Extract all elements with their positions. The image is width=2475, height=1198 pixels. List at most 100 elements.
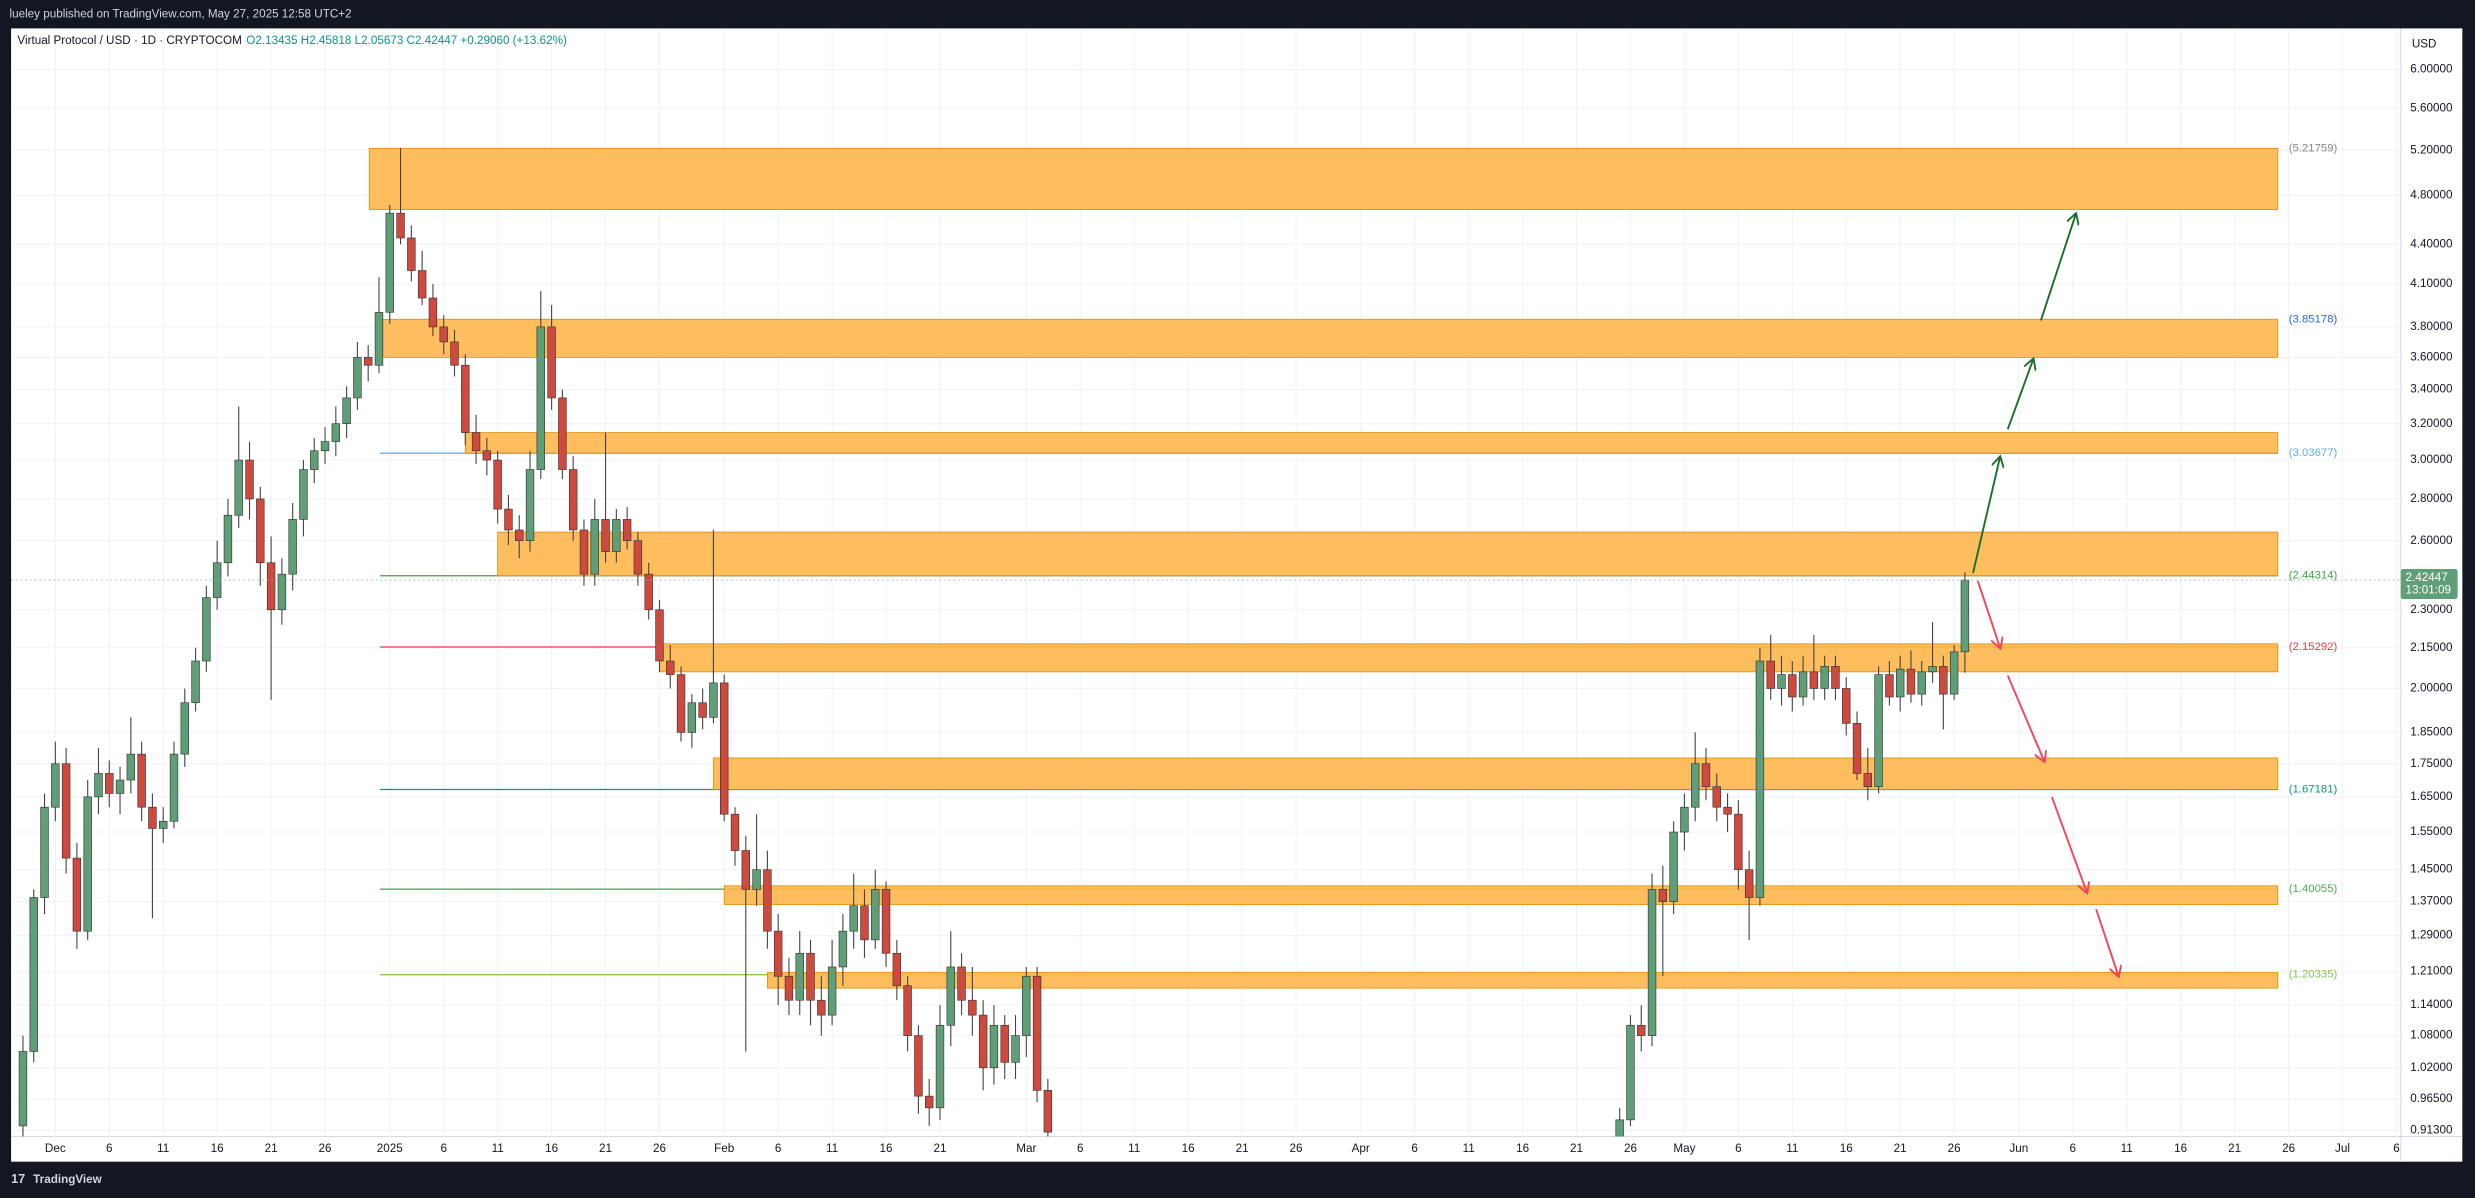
y-tick-label: 3.40000 <box>2410 383 2453 396</box>
candle-body <box>159 820 168 829</box>
candle-body <box>622 519 632 541</box>
candle-body <box>925 1095 934 1109</box>
candle-body <box>148 806 157 829</box>
candle-body <box>1712 786 1721 808</box>
candle-body <box>72 857 82 932</box>
candle-body <box>1022 975 1031 1036</box>
level-label: (1.40055) <box>2289 883 2338 895</box>
zone <box>723 885 2279 905</box>
y-tick-label: 5.60000 <box>2410 102 2453 115</box>
x-tick-label: 11 <box>157 1142 169 1155</box>
x-tick-label: May <box>1673 1142 1695 1155</box>
candle-body <box>989 1024 999 1069</box>
candle-body <box>504 508 513 531</box>
candle-body <box>234 459 243 516</box>
candle-body <box>288 519 297 575</box>
arrow-up <box>1972 458 2000 574</box>
x-tick-label: 26 <box>1290 1142 1303 1155</box>
candle-body <box>1809 671 1819 689</box>
candle-body <box>612 519 621 552</box>
candle-body <box>310 450 319 470</box>
y-tick-label: 2.60000 <box>2410 534 2453 547</box>
zone <box>659 643 2279 673</box>
candle-body <box>1842 688 1851 724</box>
candle-body <box>1637 1024 1646 1036</box>
x-tick-label: 6 <box>2393 1142 2400 1155</box>
y-tick-label: 1.14000 <box>2410 998 2453 1011</box>
candle-body <box>633 540 643 575</box>
arrow-down <box>2095 908 2118 975</box>
x-tick-label: Apr <box>1352 1142 1370 1155</box>
x-tick-label: 11 <box>2121 1142 2133 1155</box>
candle-body <box>223 514 233 564</box>
candle-body <box>428 297 438 328</box>
x-tick-label: 21 <box>265 1142 278 1155</box>
candle-body <box>299 469 308 520</box>
candle-body <box>536 326 546 470</box>
candle-body <box>1928 666 1937 673</box>
x-tick-label: Mar <box>1016 1142 1036 1155</box>
candle-body <box>579 529 589 575</box>
y-tick-label: 2.00000 <box>2410 682 2453 695</box>
candle-body <box>784 975 794 1001</box>
arrow-up <box>2006 360 2033 430</box>
candle-body <box>126 753 136 781</box>
candle-body <box>1831 666 1840 689</box>
x-tick-label: 6 <box>440 1142 446 1155</box>
last-price-box <box>2400 569 2458 600</box>
x-tick-label: 21 <box>599 1142 612 1155</box>
x-tick-label: 16 <box>1182 1142 1195 1155</box>
y-tick-label: 0.96500 <box>2410 1092 2453 1105</box>
x-tick-label: Feb <box>714 1142 734 1155</box>
x-tick-label: 2025 <box>377 1142 403 1155</box>
y-tick-label: 1.21000 <box>2410 965 2453 978</box>
candle-body <box>1820 666 1829 689</box>
candle-body <box>1744 869 1754 898</box>
candle-body <box>471 432 481 452</box>
candle-body <box>1798 671 1808 698</box>
last-price-label: 2.42447 <box>2406 571 2448 584</box>
candle-body <box>29 897 38 1052</box>
x-tick-label: Dec <box>45 1142 66 1155</box>
y-tick-label: 1.55000 <box>2410 825 2453 838</box>
y-tick-label: 4.10000 <box>2410 277 2453 290</box>
y-unit: USD <box>2412 37 2437 50</box>
y-tick-label: 1.08000 <box>2410 1029 2453 1042</box>
zone <box>379 318 2279 358</box>
x-tick-label: 6 <box>2070 1142 2077 1155</box>
candle-body <box>1669 831 1678 902</box>
candle-body <box>698 702 707 718</box>
zones <box>368 147 2279 989</box>
x-tick-label: 6 <box>1077 1142 1084 1155</box>
candle-body <box>881 889 891 954</box>
y-tick-label: 3.00000 <box>2410 453 2453 466</box>
candle-body <box>18 1051 28 1127</box>
footer-logo: 17 <box>11 1172 25 1186</box>
candle-body <box>115 779 125 794</box>
candle-body <box>1895 668 1905 698</box>
candle-body <box>1723 806 1732 815</box>
candle-body <box>266 562 276 611</box>
x-tick-label: 26 <box>319 1142 332 1155</box>
candle-body <box>191 660 200 704</box>
candle-body <box>1852 723 1862 774</box>
candle-body <box>849 905 858 932</box>
candle-body <box>83 796 92 932</box>
x-tick-label: 11 <box>1463 1142 1475 1155</box>
candle-body <box>1000 1024 1009 1063</box>
candle-body <box>1701 763 1711 788</box>
candle-body <box>1917 671 1926 695</box>
candle-body <box>590 519 599 575</box>
candle-body <box>331 423 341 442</box>
candle-body <box>773 930 783 977</box>
candle-body <box>525 469 535 541</box>
candle-body <box>320 441 330 452</box>
x-tick-label: Jul <box>2335 1142 2350 1155</box>
x-tick-label: 26 <box>1624 1142 1637 1155</box>
candle-body <box>806 952 815 1001</box>
candle-body <box>396 212 405 239</box>
x-tick-label: 26 <box>653 1142 666 1155</box>
candle-body <box>1777 674 1786 689</box>
x-tick-label: 21 <box>1894 1142 1907 1155</box>
candle-body <box>40 806 49 898</box>
